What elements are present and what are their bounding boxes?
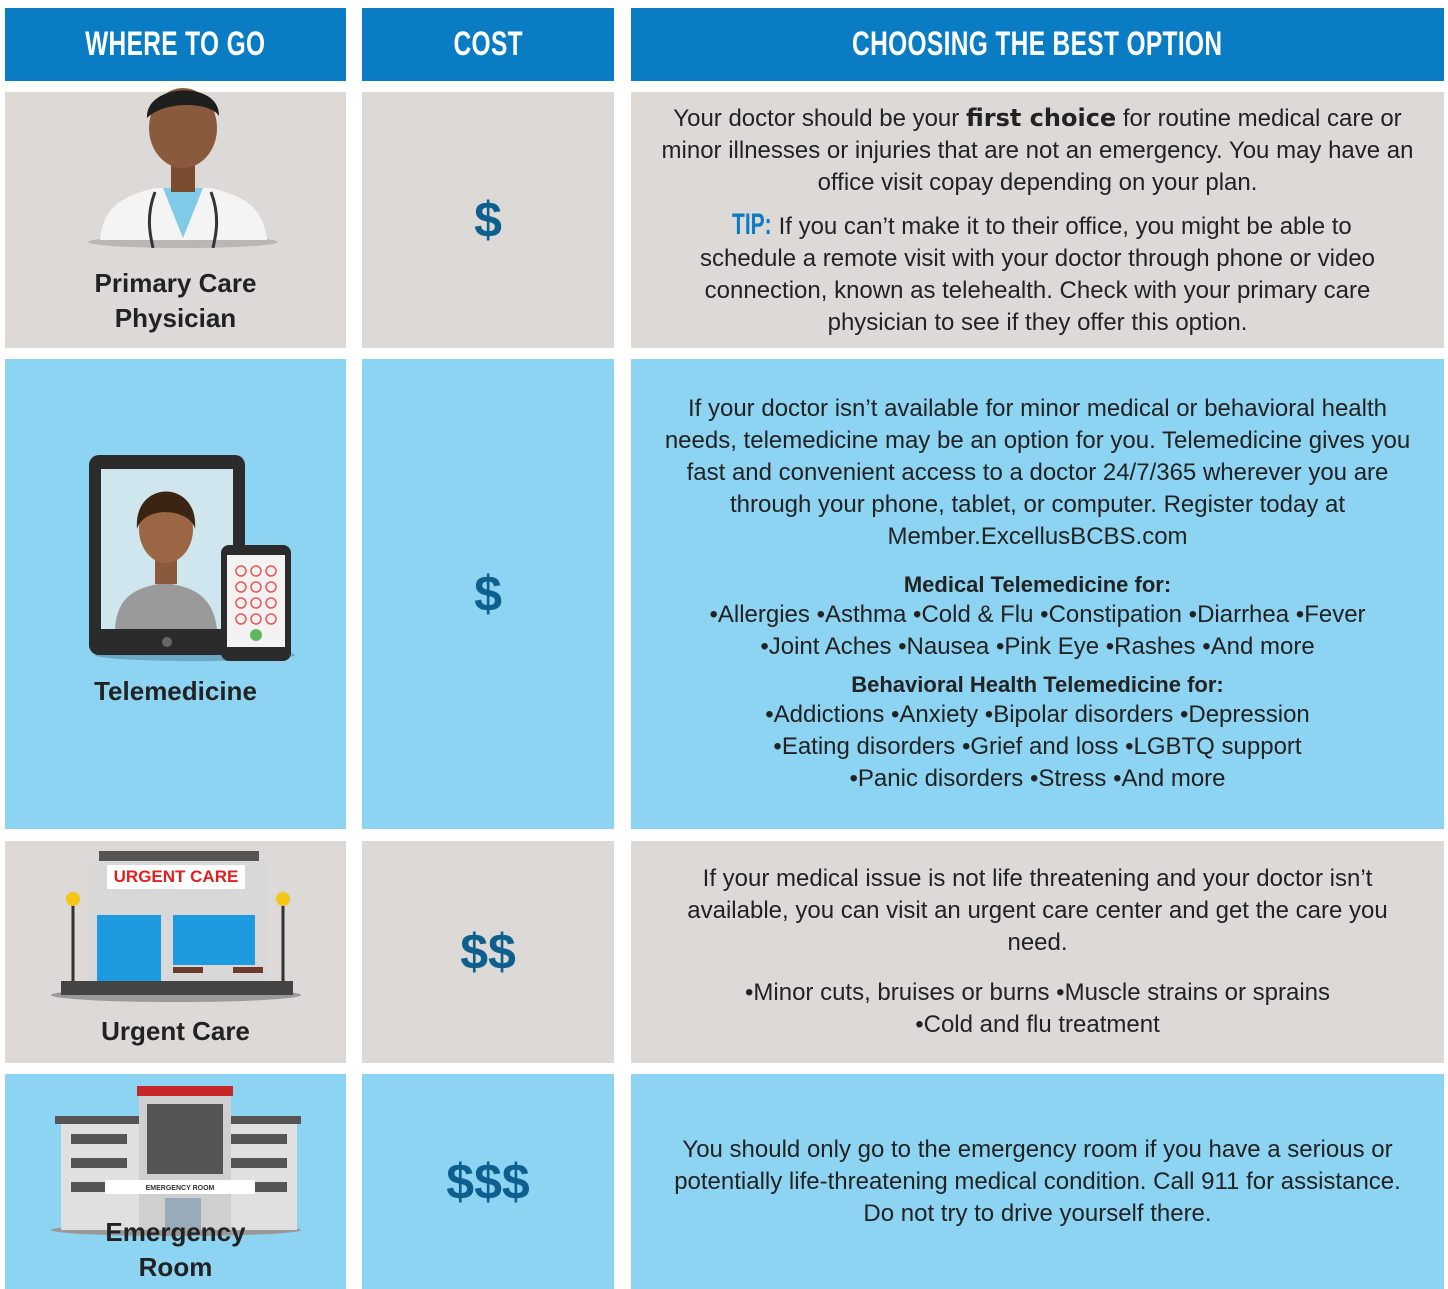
list-item: Muscle strains or sprains [1056,979,1330,1006]
description: If your medical issue is not life threat… [659,863,1416,959]
icon-label: URGENT CARE [114,867,239,886]
list: Behavioral Health Telemedicine for:Addic… [659,671,1416,795]
list-heading: Medical Telemedicine for: [903,572,1172,597]
list-item: Depression [1180,701,1310,728]
cost: $$ [460,924,516,980]
list-heading: Behavioral Health Telemedicine for: [851,672,1224,697]
list-item: Joint Aches [760,633,891,660]
list-item: Pink Eye [996,633,1099,660]
place-name: Urgent Care [101,1016,250,1046]
tip-label: TIP: [732,207,772,241]
list-item: Grief and loss [962,733,1118,760]
list-items: Allergies Asthma Cold & Flu Constipation… [659,599,1416,663]
header-text: WHERE TO GO [85,25,266,63]
place-name: Emergency Room [105,1217,246,1282]
column-header: COST [362,8,614,81]
header-text: CHOOSING THE BEST OPTION [852,25,1223,63]
cost: $$$ [446,1153,530,1210]
emphasis: first choice [965,103,1117,132]
option-cell: If your medical issue is not life threat… [631,841,1444,1063]
list-item: Constipation [1040,601,1182,628]
column-header: WHERE TO GO [5,8,346,81]
where-cell: URGENT CARE Urgent Care [5,841,346,1063]
list-item: Addictions [765,701,884,728]
place-name: Telemedicine [94,676,257,706]
text: If your doctor isn’t available for minor… [664,395,1411,550]
list-item: Panic disorders [849,765,1023,792]
text: If your medical issue is not life threat… [687,865,1388,956]
cost: $ [474,192,502,248]
cost-cell: $ [362,359,614,829]
list-item: Cold and flu treatment [915,1011,1160,1038]
doctor-icon [88,88,278,249]
where-cell: EMERGENCY ROOM Emergency Room [5,1074,346,1289]
where-cell: Primary Care Physician [5,88,346,348]
list-item: Rashes [1106,633,1196,660]
list: Medical Telemedicine for:Allergies Asthm… [659,571,1416,663]
list-item: Anxiety [891,701,978,728]
list-item: Bipolar disorders [985,701,1174,728]
list-item: LGBTQ support [1125,733,1301,760]
list-item: Asthma [817,601,907,628]
list-item: And more [1113,765,1225,792]
list-item: Allergies [709,601,809,628]
text: for routine medical care or minor illnes… [661,104,1414,196]
cost-cell: $ [362,92,614,348]
icon-label: EMERGENCY ROOM [146,1185,215,1192]
where-cell: Telemedicine [5,359,346,829]
list: Minor cuts, bruises or burns Muscle stra… [659,977,1416,1041]
list-item: Diarrhea [1189,601,1289,628]
cost: $ [474,566,502,622]
list-item: Stress [1030,765,1106,792]
list-item: Minor cuts, bruises or burns [745,979,1050,1006]
list-item: Nausea [898,633,989,660]
list-item: Eating disorders [773,733,955,760]
header-text: COST [453,25,523,63]
cost-cell: $$ [362,841,614,1063]
option-cell: You should only go to the emergency room… [631,1074,1444,1289]
list-items: Addictions Anxiety Bipolar disorders Dep… [659,699,1416,795]
list-items: Minor cuts, bruises or burns Muscle stra… [659,977,1416,1041]
option-cell: If your doctor isn’t available for minor… [631,359,1444,829]
tip: TIP: If you can’t make it to their offic… [659,207,1416,339]
place-name: Primary Care Physician [94,268,257,333]
description: Your doctor should be your first choice … [659,102,1416,199]
cost-cell: $$$ [362,1074,614,1289]
option-cell: Your doctor should be your first choice … [631,92,1444,348]
description: You should only go to the emergency room… [659,1134,1416,1230]
text: Your doctor should be your [673,104,966,132]
tip-text: If you can’t make it to their office, yo… [699,212,1376,336]
list-item: Cold & Flu [913,601,1033,628]
text: You should only go to the emergency room… [674,1135,1401,1227]
list-item: And more [1202,633,1314,660]
list-item: Fever [1296,601,1366,628]
emergency-room-icon: EMERGENCY ROOM [51,1086,301,1236]
description: If your doctor isn’t available for minor… [659,393,1416,553]
tablet-icon [89,455,295,661]
column-header: CHOOSING THE BEST OPTION [631,8,1444,81]
urgent-care-icon: URGENT CARE [51,851,301,1002]
